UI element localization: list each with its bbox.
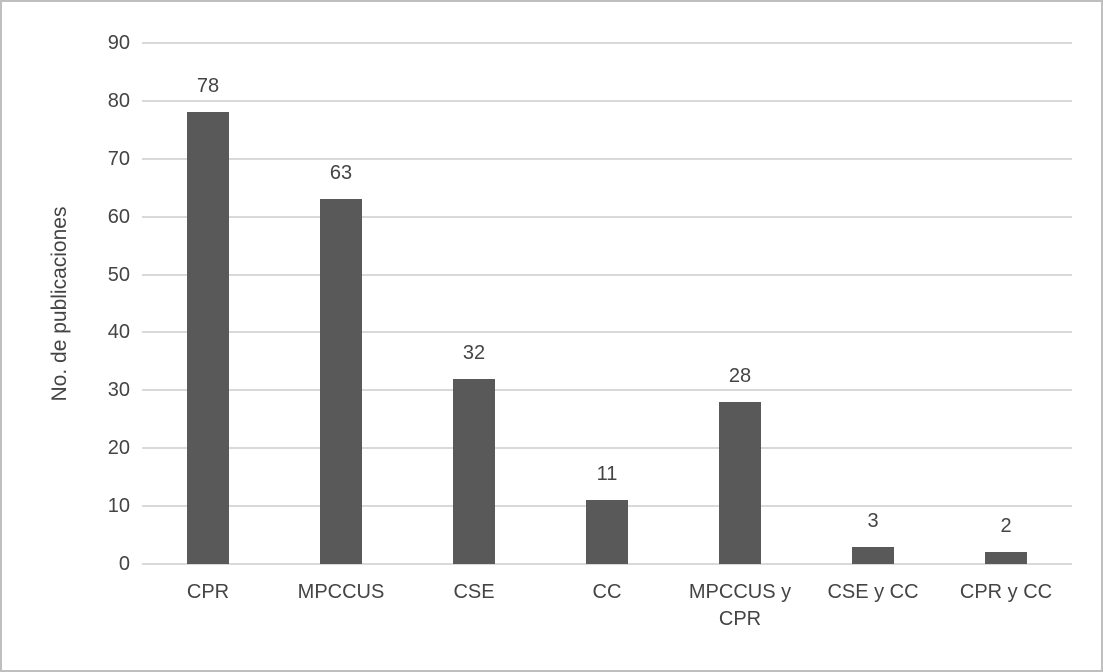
bar-value-label: 78 — [196, 75, 220, 97]
bar — [320, 199, 362, 564]
bar-value-label: 11 — [596, 463, 618, 485]
gridline — [142, 563, 1072, 565]
bar-value-label: 2 — [1000, 515, 1012, 537]
bar — [453, 379, 495, 564]
y-tick-label: 50 — [107, 264, 130, 286]
bar-value-label: 3 — [867, 510, 879, 532]
x-category-label: CSE y CC — [827, 581, 919, 603]
y-tick-label: 80 — [107, 90, 130, 112]
gridline — [142, 42, 1072, 44]
bar — [985, 552, 1027, 564]
y-tick-label: 90 — [107, 32, 130, 54]
bar — [187, 112, 229, 564]
y-tick-label: 40 — [107, 321, 130, 343]
y-tick-label: 60 — [107, 206, 130, 228]
gridline — [142, 100, 1072, 102]
x-category-label: MPCCUS y CPR — [688, 581, 792, 630]
bar-value-label: 32 — [462, 342, 486, 364]
bar-value-label: 63 — [329, 162, 353, 184]
y-tick-label: 20 — [107, 437, 130, 459]
gridline — [142, 447, 1072, 449]
x-category-label: CSE — [453, 581, 495, 603]
bar — [852, 547, 894, 564]
x-category-label: CPR — [186, 581, 230, 603]
y-tick-label: 70 — [107, 148, 130, 170]
x-category-label: MPCCUS — [297, 581, 385, 603]
gridline — [142, 389, 1072, 391]
bar-value-label: 28 — [728, 365, 752, 387]
x-category-label: CPR y CC — [959, 581, 1053, 603]
y-tick-label: 0 — [118, 553, 130, 575]
y-tick-label: 10 — [107, 495, 130, 517]
bar — [586, 500, 628, 564]
gridline — [142, 216, 1072, 218]
bar — [719, 402, 761, 564]
x-category-label: CC — [592, 581, 622, 603]
gridline — [142, 274, 1072, 276]
y-axis-title: No. de publicaciones — [48, 206, 71, 402]
gridline — [142, 331, 1072, 333]
gridline — [142, 158, 1072, 160]
y-tick-label: 30 — [107, 379, 130, 401]
